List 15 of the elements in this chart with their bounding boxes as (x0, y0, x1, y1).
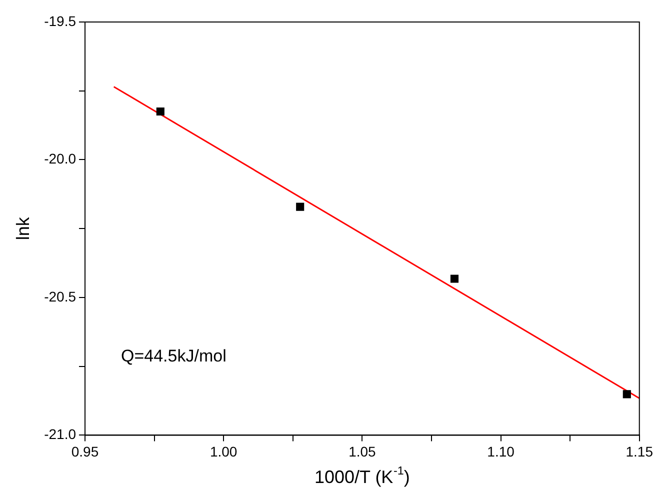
x-tick-label: 1.15 (626, 443, 654, 460)
y-tick-label: -19.5 (44, 12, 76, 29)
x-tick-label: 0.95 (71, 443, 99, 460)
y-tick-label: -21.0 (44, 426, 76, 442)
y-tick-label: -20.0 (44, 150, 76, 167)
annotation: Q=44.5kJ/mol (121, 346, 226, 366)
y-axis-title: lnk (12, 216, 33, 240)
point (450, 274, 459, 283)
x-tick-label: 1.05 (348, 443, 376, 460)
x-tick-label: 1.00 (210, 443, 238, 460)
y-tick-label: -20.5 (44, 288, 76, 304)
point (296, 202, 304, 211)
x-tick-label: 1.10 (487, 443, 515, 460)
point (622, 390, 631, 398)
point (156, 107, 164, 116)
